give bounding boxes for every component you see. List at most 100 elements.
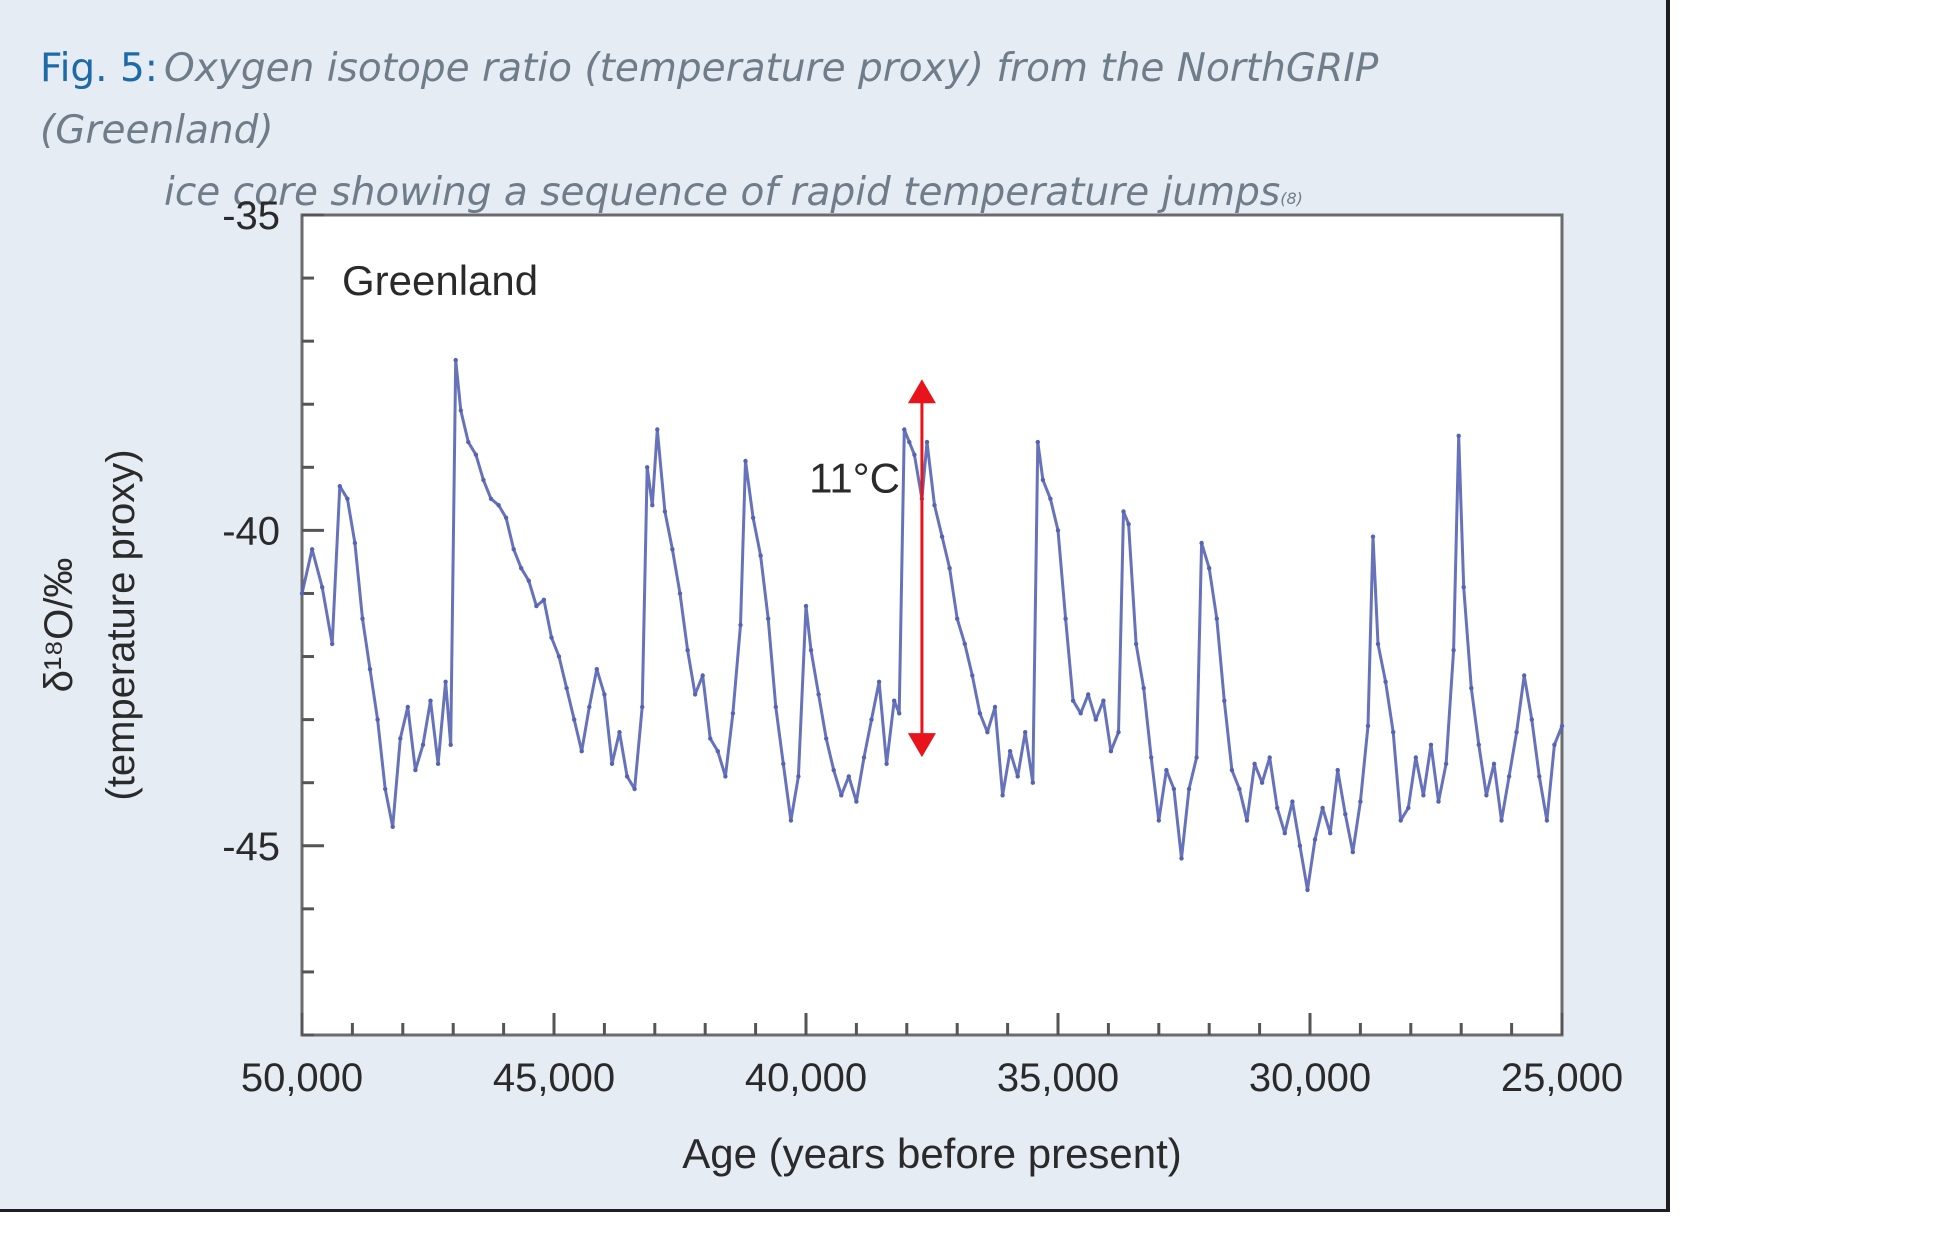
data-point xyxy=(947,566,952,571)
data-point xyxy=(977,711,983,716)
data-point xyxy=(1320,805,1325,811)
data-point xyxy=(1499,818,1504,823)
data-point xyxy=(640,704,645,710)
data-point xyxy=(1375,641,1381,647)
data-point xyxy=(1244,818,1250,823)
data-point xyxy=(1476,742,1482,747)
data-point xyxy=(1358,799,1363,804)
data-point xyxy=(1259,780,1265,785)
data-point xyxy=(398,736,403,741)
data-point xyxy=(541,597,547,602)
data-point xyxy=(352,540,358,546)
data-point xyxy=(503,515,509,520)
data-point xyxy=(655,427,660,432)
data-point xyxy=(1229,767,1235,773)
data-point xyxy=(1522,673,1527,678)
data-point xyxy=(861,755,867,760)
data-point xyxy=(730,711,736,716)
data-point xyxy=(907,439,912,445)
data-point xyxy=(1194,755,1199,760)
data-point xyxy=(970,673,975,678)
data-point xyxy=(773,704,778,710)
data-point xyxy=(962,641,967,647)
inset-label: Greenland xyxy=(342,257,538,304)
data-point xyxy=(743,458,748,464)
data-point xyxy=(413,767,418,773)
data-point xyxy=(808,648,814,653)
caption-line2: ice core showing a sequence of rapid tem… xyxy=(164,170,1281,215)
data-point xyxy=(1048,496,1053,501)
data-point xyxy=(534,603,539,609)
data-point xyxy=(367,667,373,672)
data-point xyxy=(1275,805,1280,811)
data-point xyxy=(428,698,433,703)
annotation-label: 11°C xyxy=(809,455,900,502)
data-point xyxy=(1383,679,1388,684)
y-tick-label: -40 xyxy=(222,509,280,553)
data-point xyxy=(1559,723,1565,729)
data-point xyxy=(1428,742,1434,747)
data-point xyxy=(496,503,501,508)
x-tick-label: 50,000 xyxy=(241,1056,363,1100)
data-point xyxy=(1443,761,1449,766)
x-axis-title: Age (years before present) xyxy=(682,1130,1182,1177)
data-point xyxy=(831,767,836,773)
data-point xyxy=(766,616,771,621)
data-point xyxy=(1391,730,1396,735)
data-point xyxy=(360,616,365,621)
data-point xyxy=(511,547,516,552)
data-point xyxy=(992,704,998,710)
x-tick-label: 25,000 xyxy=(1501,1056,1623,1100)
data-point xyxy=(1199,540,1204,546)
data-point xyxy=(1451,648,1456,653)
data-point xyxy=(420,742,426,747)
data-point xyxy=(854,799,859,804)
data-point xyxy=(337,484,342,489)
data-point xyxy=(1214,616,1220,621)
data-point xyxy=(624,774,630,779)
data-point xyxy=(670,547,675,552)
data-point xyxy=(564,685,569,691)
data-point xyxy=(1222,698,1227,703)
data-point xyxy=(1305,887,1310,893)
data-point xyxy=(443,679,448,684)
data-point xyxy=(662,509,668,514)
data-point xyxy=(1456,433,1461,438)
data-point xyxy=(1055,528,1061,533)
data-point xyxy=(1070,698,1076,703)
data-point xyxy=(320,585,325,590)
data-point xyxy=(1063,616,1068,621)
data-point xyxy=(1406,805,1411,811)
data-point xyxy=(1078,711,1083,716)
data-point xyxy=(587,704,592,710)
y-axis-title-line1: δ¹⁸O/‰ xyxy=(37,558,81,693)
data-point xyxy=(650,503,655,508)
data-point xyxy=(750,515,756,520)
data-point xyxy=(715,749,720,754)
data-point xyxy=(788,818,794,823)
data-point xyxy=(1186,786,1192,792)
figure-caption: Fig. 5: Oxygen isotope ratio (temperature… xyxy=(40,38,1600,224)
data-point xyxy=(685,648,690,653)
data-point xyxy=(645,465,650,470)
data-point xyxy=(383,786,388,792)
data-point xyxy=(1126,521,1131,527)
data-point xyxy=(677,591,683,596)
annotation-arrowhead-down xyxy=(907,733,936,758)
data-point xyxy=(1108,749,1114,754)
data-point xyxy=(1000,793,1005,798)
data-point xyxy=(1133,641,1139,647)
data-point xyxy=(556,654,562,659)
data-point xyxy=(1469,685,1474,691)
data-point xyxy=(700,673,705,678)
data-point xyxy=(1141,685,1146,691)
data-point xyxy=(1035,439,1041,445)
data-point xyxy=(902,427,907,432)
data-point xyxy=(1149,755,1154,760)
data-point xyxy=(1328,831,1333,836)
data-point xyxy=(1312,837,1318,842)
data-point xyxy=(758,553,763,558)
data-point xyxy=(1297,843,1303,848)
data-point xyxy=(1267,755,1272,760)
